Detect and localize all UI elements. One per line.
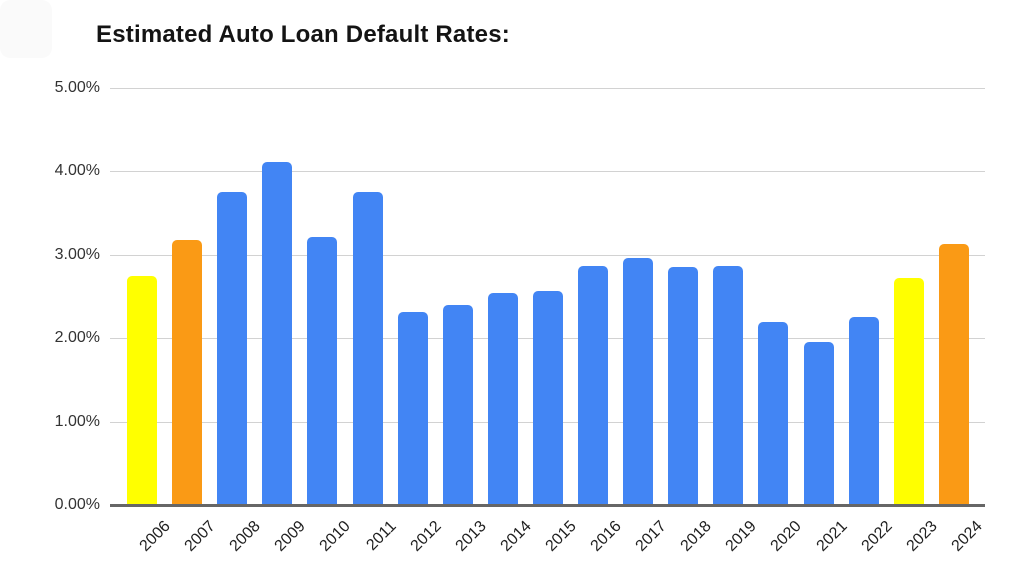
bar-2021 [803, 342, 834, 505]
bar-2011 [352, 192, 383, 505]
y-axis-tick-label: 2.00% [54, 329, 100, 347]
bar-2008 [217, 192, 248, 505]
bar-2006 [127, 275, 157, 505]
gridline [110, 254, 985, 256]
overlay-artifact [0, 0, 52, 58]
bar-2007 [172, 239, 203, 505]
bar-2016 [578, 265, 608, 505]
bar-2009 [262, 162, 293, 505]
bar-2020 [758, 321, 789, 505]
y-axis-tick-label: 3.00% [54, 245, 100, 263]
bar-2013 [442, 304, 473, 505]
bar-2015 [532, 290, 563, 505]
bar-2012 [397, 311, 428, 505]
bar-2018 [668, 267, 699, 505]
bar-2023 [893, 278, 924, 505]
chart-title: Estimated Auto Loan Default Rates: [96, 21, 510, 48]
y-axis-tick-label: 1.00% [54, 412, 100, 430]
bar-2022 [848, 317, 879, 505]
y-axis-tick-label: 5.00% [54, 79, 100, 96]
bar-2024 [938, 243, 969, 505]
gridline [110, 88, 985, 89]
x-axis-line [110, 504, 985, 507]
y-axis-tick-label: 4.00% [54, 162, 100, 180]
bar-2017 [623, 258, 654, 505]
gridline [110, 171, 985, 173]
y-axis-tick-label: 0.00% [54, 496, 100, 513]
bar-2019 [713, 265, 744, 505]
bar-2014 [487, 293, 518, 505]
bar-2010 [307, 237, 338, 505]
